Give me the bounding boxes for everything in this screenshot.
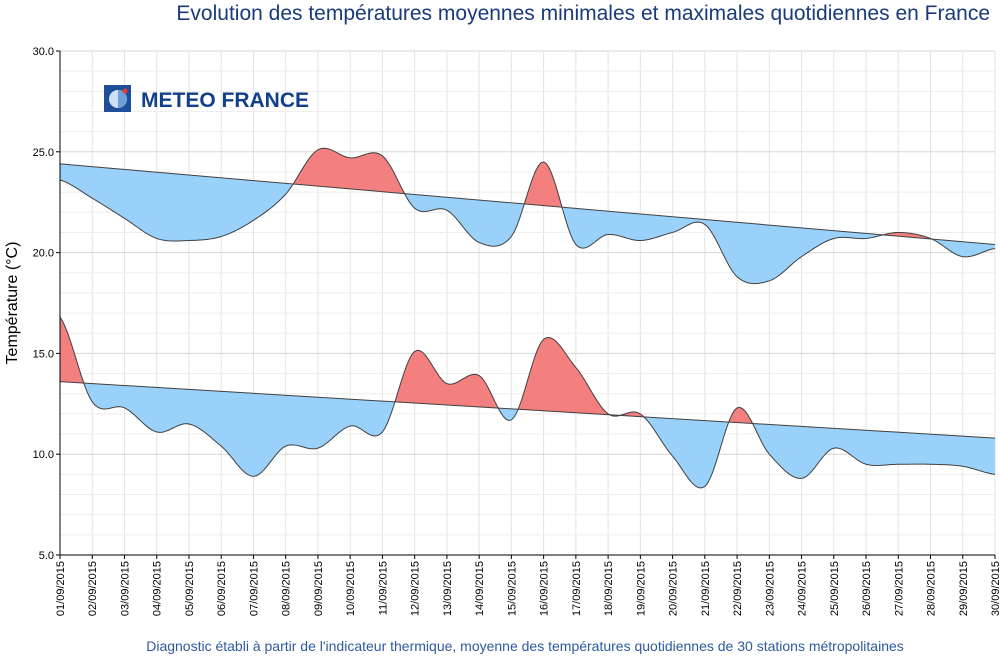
x-tick-label: 29/09/2015 xyxy=(958,561,970,616)
y-tick-label: 15.0 xyxy=(33,348,54,360)
x-tick-label: 16/09/2015 xyxy=(539,561,551,616)
y-tick-label: 30.0 xyxy=(33,46,54,58)
x-tick-label: 02/09/2015 xyxy=(87,561,99,616)
chart-footer-note: Diagnostic établi à partir de l'indicate… xyxy=(146,638,904,654)
temperature-line xyxy=(59,147,996,285)
logo-globe-shade xyxy=(118,90,127,108)
temperature-line xyxy=(59,316,996,489)
x-tick-label: 13/09/2015 xyxy=(442,561,454,616)
above-normal-area xyxy=(518,337,610,415)
above-normal-area xyxy=(293,148,405,194)
below-normal-area xyxy=(643,416,729,488)
x-tick-label: 01/09/2015 xyxy=(55,561,67,616)
x-tick-label: 23/09/2015 xyxy=(764,561,776,616)
normal-trend-line xyxy=(59,163,996,246)
above-normal-area xyxy=(394,350,499,409)
above-normal-area xyxy=(728,407,753,424)
x-tick-label: 04/09/2015 xyxy=(152,561,164,616)
x-tick-label: 03/09/2015 xyxy=(119,561,131,616)
x-tick-label: 21/09/2015 xyxy=(700,561,712,616)
logo-text: METEO FRANCE xyxy=(141,89,309,112)
chart-title: Evolution des températures moyennes mini… xyxy=(176,2,990,25)
x-tick-label: 18/09/2015 xyxy=(603,561,615,616)
x-tick-label: 30/09/2015 xyxy=(990,561,1000,616)
y-axis-title: Température (°C) xyxy=(4,242,21,365)
meteo-france-logo: METEO FRANCE xyxy=(104,85,309,112)
x-tick-label: 25/09/2015 xyxy=(829,561,841,616)
x-tick-label: 20/09/2015 xyxy=(668,561,680,616)
y-tick-label: 5.0 xyxy=(39,550,54,562)
above-normal-area xyxy=(524,161,562,208)
x-tick-label: 26/09/2015 xyxy=(861,561,873,616)
x-tick-label: 17/09/2015 xyxy=(571,561,583,616)
x-tick-label: 27/09/2015 xyxy=(893,561,905,616)
normal-trend-line xyxy=(59,381,996,439)
below-normal-area xyxy=(404,193,525,247)
series-1-group xyxy=(59,147,996,285)
plot-area xyxy=(60,51,995,555)
x-tick-label: 09/09/2015 xyxy=(313,561,325,616)
y-tick-label: 25.0 xyxy=(33,147,54,159)
logo-dot xyxy=(122,88,128,94)
x-tick-label: 15/09/2015 xyxy=(506,561,518,616)
x-tick-label: 24/09/2015 xyxy=(797,561,809,616)
x-tick-label: 06/09/2015 xyxy=(216,561,228,616)
x-tick-label: 11/09/2015 xyxy=(377,561,389,615)
x-tick-label: 19/09/2015 xyxy=(635,561,647,616)
x-tick-label: 12/09/2015 xyxy=(410,561,422,616)
x-tick-label: 14/09/2015 xyxy=(474,561,486,616)
below-normal-area xyxy=(562,207,883,284)
y-tick-label: 20.0 xyxy=(33,248,54,260)
below-normal-area xyxy=(498,408,519,421)
below-normal-area xyxy=(60,163,294,242)
above-normal-area xyxy=(882,232,932,240)
x-tick-label: 08/09/2015 xyxy=(281,561,293,616)
x-tick-label: 22/09/2015 xyxy=(732,561,744,616)
y-tick-label: 10.0 xyxy=(33,449,54,461)
below-normal-area xyxy=(752,423,995,479)
x-tick-label: 05/09/2015 xyxy=(184,561,196,616)
x-tick-label: 10/09/2015 xyxy=(345,561,357,616)
x-tick-label: 07/09/2015 xyxy=(248,561,260,616)
x-tick-label: 28/09/2015 xyxy=(926,561,938,616)
series-2-group xyxy=(59,316,996,489)
below-normal-area xyxy=(83,383,395,477)
above-normal-area xyxy=(60,317,84,384)
